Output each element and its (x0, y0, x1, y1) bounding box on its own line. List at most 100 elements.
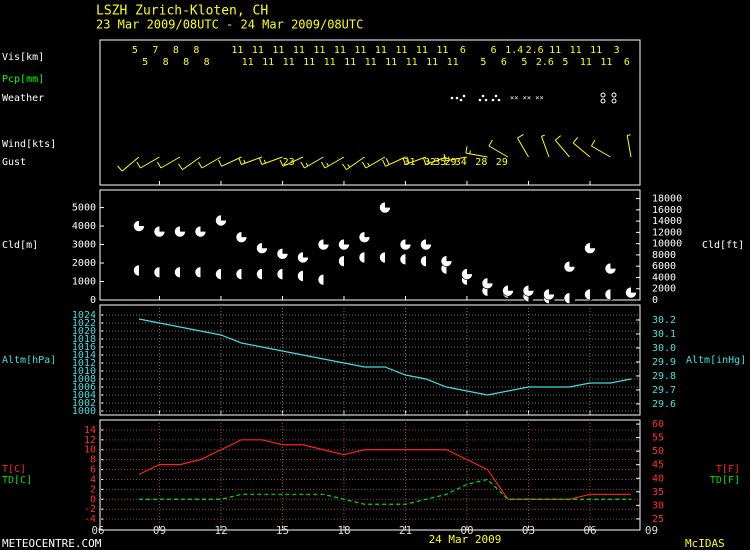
wind-barb (156, 156, 181, 169)
gust-value: 29 (445, 157, 457, 168)
vis-value: 8 (204, 57, 210, 68)
gust-value: 23 (283, 157, 295, 168)
x-tick-label: 00 (460, 524, 473, 537)
vis-value: 7 (152, 45, 158, 56)
y-tick-label: 1006 (72, 382, 96, 393)
vis-value: 5 (480, 57, 486, 68)
y2-tick-label: 16000 (652, 205, 682, 216)
x-tick-label: 15 (276, 524, 289, 537)
gust-value: 31 (404, 157, 416, 168)
y2-tick-label: 18000 (652, 194, 682, 205)
vis-value: 11 (303, 57, 315, 68)
y2-tick-label: 35 (652, 487, 664, 498)
wind-barb (465, 146, 488, 158)
y-tick-label: 1004 (72, 390, 96, 401)
y-tick-label: 5000 (72, 203, 96, 214)
cloud-cover (323, 239, 329, 245)
cloud-panel (99, 189, 641, 301)
vis-value: 11 (365, 57, 377, 68)
wind-barb (197, 156, 222, 169)
wind-barb (320, 156, 345, 169)
cloud-cover (179, 266, 186, 278)
row-label: Gust (2, 157, 26, 168)
vis-value: 11 (406, 57, 418, 68)
cloud-cover (159, 266, 165, 278)
vis-value: 3 (614, 45, 620, 56)
wind-barb (300, 156, 324, 169)
y2-tick-label: 25 (652, 514, 664, 525)
vis-value: 8 (163, 57, 169, 68)
cloud-cover (425, 239, 432, 245)
cloud-cover (241, 268, 247, 280)
vis-value: 11 (354, 45, 366, 56)
cloud-cover (302, 270, 309, 282)
wind-barb (402, 156, 427, 165)
x-tick-label: 06 (91, 524, 104, 537)
y2-tick-label: 2000 (652, 284, 676, 295)
x-tick-label: 21 (399, 524, 412, 537)
cloud-cover (466, 268, 473, 275)
date-label: 24 Mar 2009 (429, 533, 502, 546)
y-tick-label: 1000 (72, 406, 96, 417)
y-tick-label: 1022 (72, 318, 96, 329)
cloud-cover (589, 242, 596, 249)
wind-barb (361, 156, 386, 169)
x-tick-label: 18 (337, 524, 350, 537)
vis-value: 11 (447, 57, 459, 68)
cloud-cover (343, 239, 350, 245)
cloud-cover (364, 231, 370, 238)
cloud-cover (528, 285, 534, 291)
cloud-cover (138, 264, 145, 276)
source-credit: McIDAS (685, 537, 725, 550)
y-tick-label: 1008 (72, 374, 96, 385)
vis-value: 5 (521, 57, 527, 68)
y-tick-label: 4000 (72, 221, 96, 232)
cloud-cover (589, 288, 596, 300)
wind-barb (279, 156, 304, 167)
wind-barb (590, 139, 611, 158)
svg-text:×× ×× ××: ×× ×× ×× (510, 94, 544, 102)
wind-barb (443, 153, 468, 162)
x-tick-label: 06 (583, 524, 596, 537)
gust-value: 34 (455, 157, 467, 168)
vis-value: 6 (460, 45, 466, 56)
cloud-cover (138, 220, 145, 227)
x-tick-label: 09 (153, 524, 166, 537)
altimeter-panel (99, 304, 641, 416)
y-tick-label: 1012 (72, 358, 96, 369)
vis-value: 11 (600, 57, 612, 68)
y2-tick-label: 45 (652, 460, 664, 471)
wind-barb (626, 134, 632, 158)
cloud-cover (405, 239, 411, 245)
wind-barb (422, 156, 447, 165)
x-tick-label: 09 (645, 524, 658, 537)
y-tick-label: 1024 (72, 310, 96, 321)
wind-barb (178, 156, 201, 171)
y-tick-label: 1020 (72, 326, 96, 337)
period: 23 Mar 2009/08UTC - 24 Mar 2009/08UTC (96, 18, 363, 32)
y2-tick-label: 30.0 (652, 343, 676, 354)
gust-value: 35 (434, 157, 446, 168)
y-tick-label: 1000 (72, 277, 96, 288)
cloud-cover (569, 261, 575, 267)
vis-value: 11 (252, 45, 264, 56)
y-tick-label: 10 (84, 445, 96, 456)
vis-value: 11 (293, 45, 305, 56)
y-tick-label: 2 (90, 484, 96, 495)
cloud-cover (261, 268, 268, 280)
cloud-cover (261, 242, 268, 249)
vis-value: 1.4 (505, 45, 523, 56)
vis-value: 11 (549, 45, 561, 56)
y2-tick-label: 40 (652, 473, 664, 484)
vis-value: 8 (173, 45, 179, 56)
y2-tick-label: 4000 (652, 272, 676, 283)
temperature-panel (99, 419, 641, 531)
vis-value: 5 (132, 45, 138, 56)
vis-value: 6 (501, 57, 507, 68)
cloud-cover (364, 251, 370, 263)
wind-barb (572, 137, 591, 158)
y2-tick-label: 55 (652, 433, 664, 444)
row-label: Vis[km] (2, 52, 44, 63)
wind-barb (258, 156, 283, 165)
